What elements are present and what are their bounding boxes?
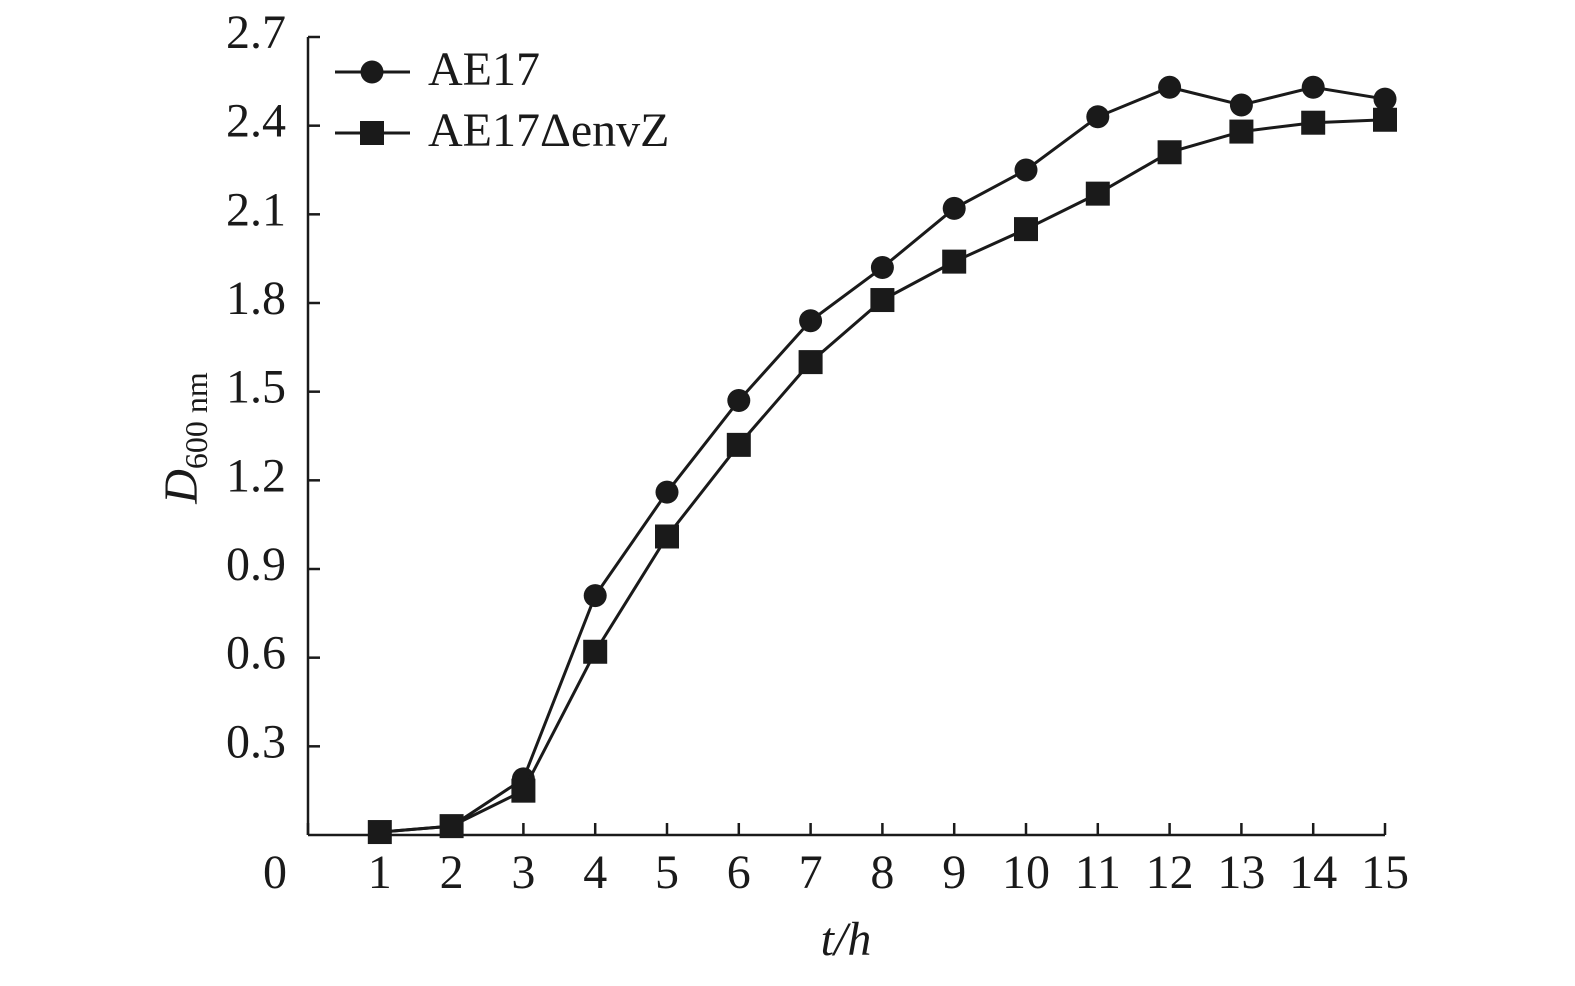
data-point xyxy=(1301,110,1326,135)
data-point xyxy=(1229,119,1254,144)
x-tick-label: 2 xyxy=(440,846,464,899)
y-tick-label: 0.3 xyxy=(226,715,286,768)
data-point xyxy=(439,814,464,839)
data-point xyxy=(367,820,392,845)
data-point xyxy=(1373,87,1397,111)
data-point xyxy=(870,288,895,313)
data-point xyxy=(1086,105,1110,129)
y-tick-label: 2.7 xyxy=(226,6,286,59)
y-tick-label: 2.4 xyxy=(226,95,286,148)
x-tick-label: 9 xyxy=(942,846,966,899)
data-point xyxy=(655,524,679,549)
series-line xyxy=(379,118,1386,834)
y-axis-label: D600 nm xyxy=(155,372,214,505)
data-point xyxy=(1014,217,1038,242)
data-point xyxy=(799,309,823,333)
legend-marker xyxy=(360,121,384,145)
data-point xyxy=(798,350,823,375)
data-point xyxy=(1158,75,1182,99)
data-point xyxy=(511,778,536,803)
data-point xyxy=(1301,75,1325,99)
y-tick-label: 1.8 xyxy=(226,272,286,325)
legend-label: AE17ΔenvZ xyxy=(428,104,669,157)
x-tick-label: 7 xyxy=(799,846,823,899)
data-point xyxy=(726,432,751,457)
legend-label: AE17 xyxy=(428,43,540,96)
data-point xyxy=(655,480,679,504)
data-point xyxy=(870,256,894,280)
y-tick-label: 0.9 xyxy=(226,538,286,591)
x-tick-label: 0 xyxy=(263,846,287,899)
data-point xyxy=(727,389,751,413)
x-tick-label: 13 xyxy=(1217,846,1265,899)
data-point xyxy=(942,249,967,274)
x-tick-label: 10 xyxy=(1002,846,1050,899)
y-axis-label-main: D xyxy=(155,469,208,505)
x-tick-label: 14 xyxy=(1289,846,1337,899)
y-tick-label: 0.6 xyxy=(226,627,286,680)
x-tick-label: 4 xyxy=(583,846,607,899)
data-point xyxy=(1229,93,1253,117)
data-point xyxy=(1157,140,1182,165)
x-tick-label: 11 xyxy=(1075,846,1121,899)
legend-marker xyxy=(360,60,384,84)
x-tick-label: 3 xyxy=(511,846,535,899)
data-point xyxy=(1014,158,1038,182)
data-point xyxy=(583,639,608,664)
y-tick-label: 1.2 xyxy=(226,449,286,502)
series-line xyxy=(379,85,1386,834)
x-tick-label: 12 xyxy=(1146,846,1194,899)
x-tick-label: 6 xyxy=(727,846,751,899)
x-tick-label: 15 xyxy=(1361,846,1409,899)
x-tick-label: 5 xyxy=(655,846,679,899)
data-point xyxy=(583,584,607,608)
y-tick-label: 1.5 xyxy=(226,361,286,414)
data-point xyxy=(1373,107,1397,132)
x-tick-label: 8 xyxy=(870,846,894,899)
data-point xyxy=(1085,181,1110,206)
x-tick-label: 1 xyxy=(368,846,392,899)
data-point xyxy=(942,196,966,220)
x-axis-label: t/h xyxy=(821,913,872,966)
y-axis-label-subscript: 600 nm xyxy=(178,372,214,469)
y-tick-label: 2.1 xyxy=(226,183,286,236)
